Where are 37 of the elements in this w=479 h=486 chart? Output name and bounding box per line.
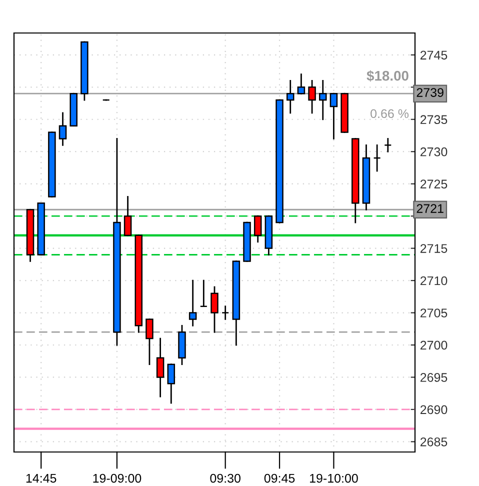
x-tick-label: 14:45 (26, 474, 56, 483)
y-tick-label: 2745 (420, 50, 448, 60)
candlestick (167, 364, 176, 404)
candlestick (319, 80, 327, 120)
candlestick (58, 112, 67, 146)
candlestick (297, 74, 306, 94)
y-tick-label: 2735 (420, 115, 448, 124)
y-tick-label: 2710 (420, 276, 448, 286)
x-tick-label: 19-10:00 (310, 474, 358, 483)
candlestick (254, 215, 262, 243)
candlestick (330, 92, 338, 140)
candlestick (124, 196, 132, 236)
y-tick-label: 2690 (420, 405, 448, 414)
candlestick (188, 280, 197, 326)
y-tick-label: 2705 (420, 308, 448, 318)
candlestick (221, 306, 230, 320)
x-tick-label: 09:45 (264, 474, 295, 483)
y-tick-label: 2700 (420, 340, 448, 350)
annotation: 0.66 % (370, 109, 409, 118)
ref-line-label: 2739 (416, 88, 444, 97)
candlestick (286, 80, 294, 114)
y-tick-label: 2725 (420, 180, 448, 188)
x-tick-label: 09:30 (210, 474, 240, 483)
y-tick-label: 2715 (420, 244, 448, 253)
x-tick-label: 19-09:00 (93, 474, 142, 483)
y-tick-label: 2685 (420, 437, 448, 446)
annotation: $18.00 (366, 70, 408, 82)
candlestick (156, 338, 164, 398)
candlestick (308, 80, 316, 114)
ref-line-label: 2721 (416, 204, 444, 213)
candlestick (373, 144, 381, 172)
candlestick (200, 280, 208, 308)
candlestick (210, 286, 218, 333)
y-tick-label: 2730 (420, 147, 448, 156)
candlestick (384, 138, 392, 152)
y-tick-label: 2695 (420, 373, 448, 382)
candlestick (146, 318, 154, 366)
